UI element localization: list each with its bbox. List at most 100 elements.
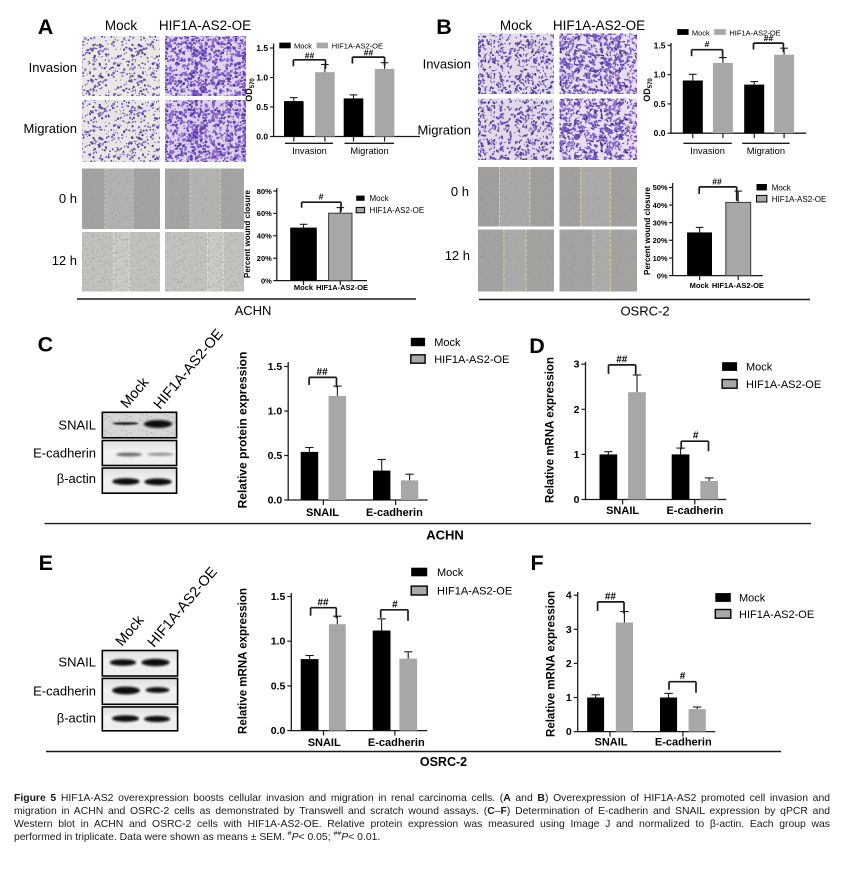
svg-text:HIF1A-AS2-OE: HIF1A-AS2-OE bbox=[316, 283, 368, 292]
svg-text:E-cadherin: E-cadherin bbox=[655, 737, 712, 749]
svg-text:30%: 30% bbox=[653, 219, 668, 228]
svg-text:2: 2 bbox=[574, 404, 580, 416]
svg-text:E-cadherin: E-cadherin bbox=[368, 737, 425, 749]
svg-text:HIF1A-AS2-OE: HIF1A-AS2-OE bbox=[332, 42, 383, 51]
svg-text:E-cadherin: E-cadherin bbox=[33, 446, 96, 461]
svg-text:80%: 80% bbox=[257, 187, 272, 196]
svg-text:12 h: 12 h bbox=[52, 253, 77, 268]
svg-text:Relative mRNA expression: Relative mRNA expression bbox=[546, 591, 558, 737]
svg-text:40%: 40% bbox=[653, 201, 668, 210]
svg-text:D: D bbox=[529, 334, 545, 358]
svg-text:Invasion: Invasion bbox=[423, 57, 471, 72]
svg-text:Mock: Mock bbox=[370, 194, 390, 203]
svg-text:SNAIL: SNAIL bbox=[308, 737, 341, 749]
svg-text:40%: 40% bbox=[257, 232, 272, 241]
svg-text:0 h: 0 h bbox=[451, 184, 469, 199]
svg-text:ACHN: ACHN bbox=[235, 303, 272, 318]
svg-text:1.5: 1.5 bbox=[271, 591, 286, 603]
svg-text:Invasion: Invasion bbox=[292, 146, 327, 156]
svg-text:SNAIL: SNAIL bbox=[306, 507, 339, 519]
svg-text:Mock: Mock bbox=[690, 281, 710, 290]
svg-text:Relative mRNA expression: Relative mRNA expression bbox=[238, 588, 250, 734]
svg-text:1.0: 1.0 bbox=[654, 70, 666, 80]
svg-text:0.5: 0.5 bbox=[268, 450, 283, 462]
svg-text:##: ## bbox=[616, 355, 628, 366]
svg-text:OD570: OD570 bbox=[642, 78, 654, 102]
svg-text:Mock: Mock bbox=[692, 28, 710, 37]
svg-text:0.5: 0.5 bbox=[271, 680, 286, 692]
svg-text:HIF1A-AS2-OE: HIF1A-AS2-OE bbox=[712, 281, 764, 290]
svg-text:SNAIL: SNAIL bbox=[58, 655, 96, 670]
svg-text:OSRC-2: OSRC-2 bbox=[620, 304, 669, 319]
svg-text:1.5: 1.5 bbox=[256, 43, 268, 53]
svg-text:2: 2 bbox=[566, 658, 572, 670]
svg-text:HIF1A-AS2-OE: HIF1A-AS2-OE bbox=[739, 609, 814, 621]
svg-text:0.5: 0.5 bbox=[256, 102, 268, 112]
svg-text:HIF1A-AS2-OE: HIF1A-AS2-OE bbox=[772, 195, 827, 204]
svg-text:OSRC-2: OSRC-2 bbox=[420, 755, 467, 769]
svg-text:1.5: 1.5 bbox=[268, 361, 283, 373]
svg-text:#: # bbox=[319, 192, 324, 202]
svg-text:12 h: 12 h bbox=[445, 248, 470, 263]
svg-text:HIF1A-AS2-OE: HIF1A-AS2-OE bbox=[434, 354, 509, 366]
svg-text:Migration: Migration bbox=[24, 121, 77, 136]
svg-text:Mock: Mock bbox=[294, 283, 314, 292]
svg-text:OD570: OD570 bbox=[244, 78, 256, 102]
svg-text:HIF1A-AS2-OE: HIF1A-AS2-OE bbox=[729, 28, 780, 37]
svg-text:1.0: 1.0 bbox=[268, 406, 283, 418]
svg-text:1: 1 bbox=[574, 449, 580, 461]
svg-text:#: # bbox=[392, 599, 398, 610]
svg-text:E: E bbox=[39, 551, 53, 575]
svg-text:Invasion: Invasion bbox=[29, 60, 77, 75]
svg-text:Mock: Mock bbox=[105, 18, 138, 33]
svg-text:Migration: Migration bbox=[418, 123, 471, 138]
svg-text:0%: 0% bbox=[657, 271, 668, 280]
svg-text:##: ## bbox=[712, 176, 722, 186]
svg-text:B: B bbox=[436, 15, 452, 39]
svg-text:E-cadherin: E-cadherin bbox=[366, 507, 423, 519]
svg-text:0: 0 bbox=[574, 494, 580, 506]
svg-text:Percent wound closure: Percent wound closure bbox=[643, 186, 652, 275]
svg-text:ACHN: ACHN bbox=[426, 528, 464, 543]
svg-text:3: 3 bbox=[574, 359, 580, 371]
svg-text:0 h: 0 h bbox=[59, 191, 77, 206]
svg-text:Mock: Mock bbox=[739, 593, 766, 605]
svg-text:##: ## bbox=[764, 33, 774, 43]
svg-text:1: 1 bbox=[566, 692, 572, 704]
svg-text:0.0: 0.0 bbox=[654, 128, 666, 138]
svg-text:A: A bbox=[38, 15, 54, 39]
svg-text:Migration: Migration bbox=[747, 146, 785, 156]
svg-text:1.5: 1.5 bbox=[654, 40, 666, 50]
svg-text:0.0: 0.0 bbox=[271, 725, 286, 737]
svg-text:##: ## bbox=[364, 48, 374, 58]
svg-text:Mock: Mock bbox=[500, 18, 533, 33]
svg-text:10%: 10% bbox=[653, 254, 668, 263]
svg-text:HIF1A-AS2-OE: HIF1A-AS2-OE bbox=[437, 586, 512, 598]
svg-text:0.0: 0.0 bbox=[268, 495, 283, 507]
svg-text:HIF1A-AS2-OE: HIF1A-AS2-OE bbox=[370, 206, 425, 215]
svg-text:β-actin: β-actin bbox=[57, 711, 96, 726]
svg-text:E-cadherin: E-cadherin bbox=[33, 684, 96, 699]
svg-text:##: ## bbox=[605, 591, 617, 602]
svg-text:0%: 0% bbox=[261, 276, 272, 285]
svg-text:HIF1A-AS2-OE: HIF1A-AS2-OE bbox=[553, 18, 645, 33]
svg-text:1.0: 1.0 bbox=[256, 73, 268, 83]
svg-text:Mock: Mock bbox=[434, 337, 461, 349]
svg-text:C: C bbox=[38, 333, 54, 357]
svg-text:Mock: Mock bbox=[746, 362, 773, 374]
svg-text:60%: 60% bbox=[257, 209, 272, 218]
svg-text:Relative protein expression: Relative protein expression bbox=[236, 352, 250, 509]
svg-text:Invasion: Invasion bbox=[690, 146, 725, 156]
svg-text:3: 3 bbox=[566, 624, 572, 636]
svg-text:20%: 20% bbox=[653, 236, 668, 245]
svg-text:0.5: 0.5 bbox=[654, 99, 666, 109]
svg-text:1.0: 1.0 bbox=[271, 636, 286, 648]
svg-text:0: 0 bbox=[566, 726, 572, 738]
svg-text:Migration: Migration bbox=[350, 146, 388, 156]
svg-text:E-cadherin: E-cadherin bbox=[666, 505, 723, 517]
svg-text:SNAIL: SNAIL bbox=[606, 505, 639, 517]
svg-text:##: ## bbox=[317, 597, 329, 608]
svg-text:#: # bbox=[705, 39, 710, 49]
svg-text:Mock: Mock bbox=[113, 612, 148, 649]
svg-text:Mock: Mock bbox=[437, 567, 464, 579]
